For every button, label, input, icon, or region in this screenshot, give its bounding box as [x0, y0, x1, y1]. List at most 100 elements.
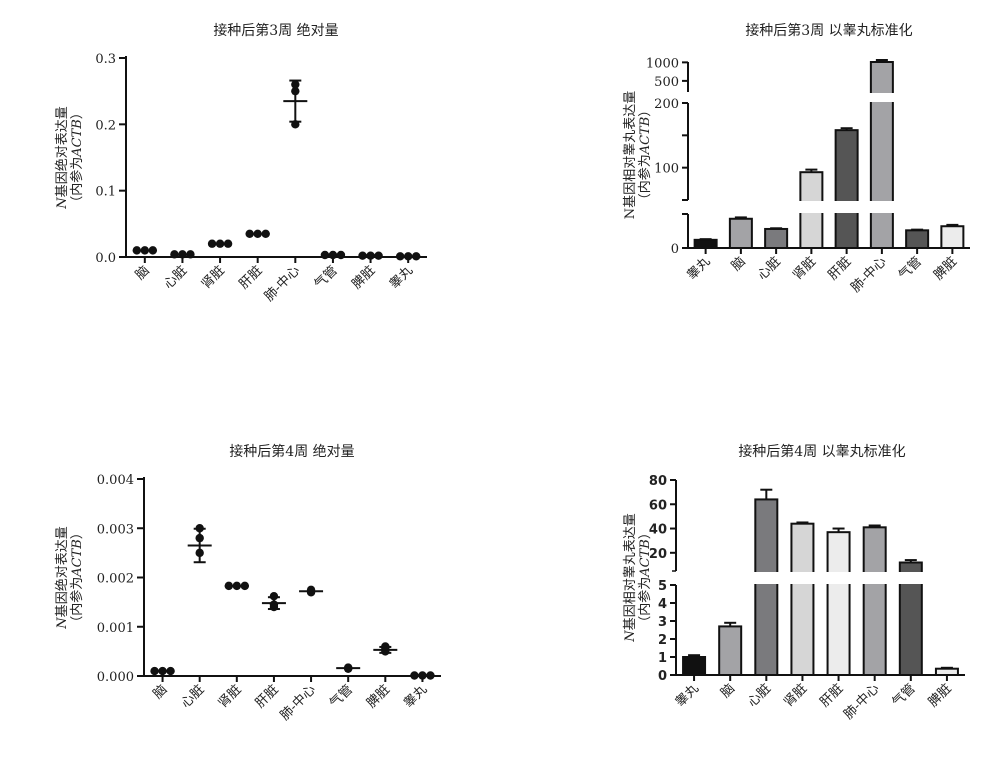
data-point: [291, 120, 300, 129]
data-point: [195, 548, 204, 558]
y-axis-label-prefix: （内参为: [637, 154, 653, 206]
data-point: [148, 246, 158, 255]
y-axis-label-suffix: ）: [70, 526, 85, 539]
bar: [790, 522, 815, 676]
data-point: [291, 80, 300, 89]
data-point: [140, 246, 150, 255]
y-tick-label: 0.001: [97, 621, 134, 636]
bar: [940, 225, 965, 250]
bar: [728, 217, 753, 249]
data-point: [366, 251, 375, 260]
bar: [934, 667, 959, 677]
category-label: 睾丸: [401, 682, 431, 712]
data-point: [195, 524, 204, 533]
category-label: 肾脏: [781, 681, 810, 710]
category-label: 睾丸: [386, 263, 416, 293]
category-label: 气管: [311, 263, 341, 293]
y-tick-label: 200: [654, 97, 679, 112]
category-label: 肝脏: [825, 254, 854, 283]
chart-title: 接种后第4周 绝对量: [229, 443, 354, 460]
bar: [693, 238, 718, 249]
data-point: [170, 250, 179, 259]
y-axis-label-text: 基因绝对表达量: [54, 526, 70, 617]
category-label: 肾脏: [790, 254, 819, 283]
y-axis-label-text: 基因相对睾丸表达量: [622, 513, 638, 630]
bar: [754, 498, 779, 676]
category-label: 心脏: [161, 263, 190, 292]
y-tick-label: 1000: [646, 56, 679, 71]
category-label: 气管: [895, 254, 925, 284]
data-point: [158, 666, 167, 676]
y-tick-label: 0.3: [95, 52, 116, 67]
axis-break-gap: [677, 572, 966, 584]
y-tick-label: 0.1: [95, 185, 116, 200]
y-axis-label-gene: ACTB: [70, 119, 85, 158]
y-axis-label-italic: N: [55, 197, 70, 210]
y-tick-label: 0.003: [97, 522, 134, 537]
y-axis-label-suffix: ）: [70, 106, 85, 119]
data-point: [343, 664, 353, 673]
data-point: [269, 600, 279, 609]
data-point: [269, 592, 279, 601]
category-label: 脾脏: [931, 254, 960, 283]
y-tick-label: 60: [649, 498, 667, 513]
y-axis-label-suffix: ）: [638, 104, 653, 117]
data-point: [224, 581, 234, 591]
category-label: 气管: [889, 681, 919, 711]
y-tick-label: 500: [654, 75, 679, 90]
y-axis-label-prefix: （内参为: [637, 577, 653, 629]
data-point: [291, 86, 300, 96]
y-axis-label-suffix: ）: [638, 526, 653, 539]
y-tick-label: 0.002: [97, 572, 134, 587]
chart-panel-4: 接种后第4周 以睾丸标准化 N基因相对睾丸表达量 （内参为ACTB） 0 1 2 3 4 5 20…: [622, 443, 966, 723]
y-axis-label-text: 基因绝对表达量: [54, 106, 70, 197]
data-point: [207, 239, 217, 248]
data-point: [261, 229, 270, 238]
y-tick-label: 0.0: [95, 251, 116, 266]
chart-panel-3: 接种后第4周 绝对量 N基因绝对表达量 （内参为ACTB） 0.000 0.001 0.0…: [54, 443, 441, 724]
category-label: 肝脏: [817, 681, 846, 710]
data-point: [395, 252, 405, 261]
bar: [862, 526, 887, 676]
category-label: 脾脏: [349, 263, 378, 292]
data-point: [166, 666, 175, 676]
y-tick-label: 0.2: [95, 118, 116, 133]
y-axis-label-prefix: （内参为: [69, 577, 85, 629]
y-axis-label-prefix: （内参为: [69, 157, 85, 209]
y-tick-label: 2: [658, 633, 667, 648]
bars: [693, 59, 965, 250]
bar: [826, 531, 851, 676]
category-label: 脑: [133, 263, 153, 283]
y-axis-label-line2: （内参为ACTB）: [69, 526, 85, 629]
y-tick-label: 80: [649, 474, 667, 489]
data-point: [410, 671, 419, 680]
y-tick-label: 0.004: [97, 473, 134, 488]
category-label: 心脏: [745, 681, 774, 710]
y-axis-label-line2: （内参为ACTB）: [637, 526, 653, 629]
y-axis-label: N基因相对睾丸表达量: [622, 513, 638, 642]
data-point: [411, 252, 421, 261]
category-label: 肾脏: [199, 263, 228, 292]
data-point: [132, 246, 142, 255]
category-label: 脾脏: [364, 682, 393, 711]
category-label: 肾脏: [216, 682, 245, 711]
y-tick-label: 0.000: [97, 670, 134, 685]
axis-break-gap: [689, 93, 971, 102]
data-point: [403, 252, 413, 261]
y-axis-label-italic: N: [623, 630, 638, 643]
category-label: 肝脏: [253, 682, 282, 711]
category-label: 脑: [718, 681, 738, 701]
data-point: [215, 239, 225, 248]
category-label: 气管: [326, 682, 356, 712]
data-point: [186, 250, 195, 259]
bar: [682, 656, 707, 676]
data-point: [232, 581, 242, 591]
bar: [834, 129, 859, 249]
bar: [764, 227, 789, 250]
bars: [682, 488, 959, 677]
category-label: 心脏: [755, 254, 784, 283]
data-point: [320, 250, 330, 260]
data-point: [381, 642, 390, 651]
y-axis-label-line2: （内参为ACTB）: [69, 106, 85, 209]
